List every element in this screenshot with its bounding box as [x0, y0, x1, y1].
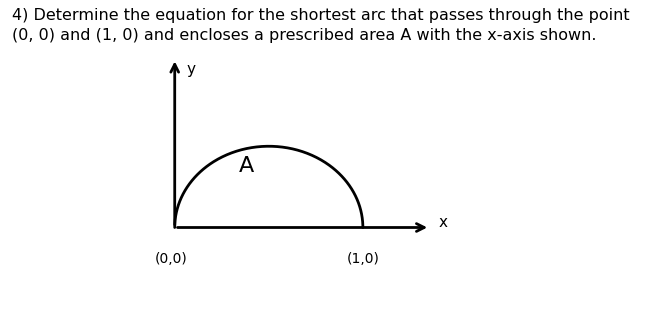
Text: A: A	[239, 156, 254, 176]
Text: (1,0): (1,0)	[347, 252, 379, 266]
Text: 4) Determine the equation for the shortest arc that passes through the point
(0,: 4) Determine the equation for the shorte…	[12, 8, 630, 43]
Text: x: x	[438, 215, 447, 230]
Text: (0,0): (0,0)	[155, 252, 187, 266]
Text: y: y	[187, 62, 196, 77]
